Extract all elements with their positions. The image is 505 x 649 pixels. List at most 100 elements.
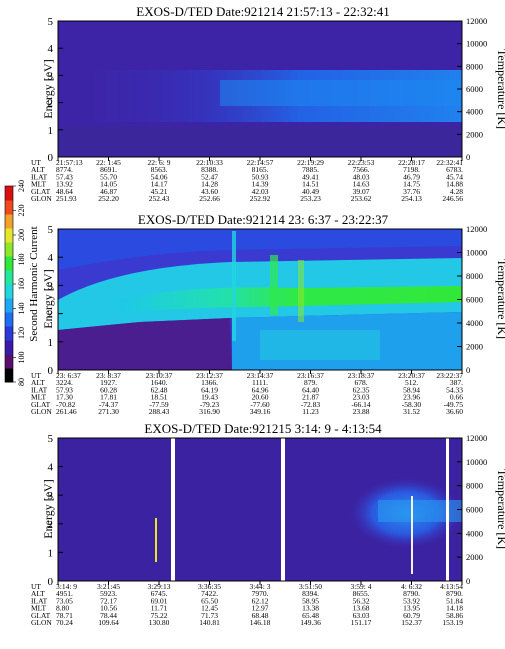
panel-2-spike-3 [298,260,304,322]
energy-tick-label: 0 [48,365,54,377]
ephemeris-value: 252.92 [250,194,271,203]
ephemeris-value: 0.66 [450,393,463,402]
ephemeris-value: 252.43 [149,194,170,203]
ephemeris-value: 57.43 [56,172,73,181]
ephemeris-value: 46.87 [100,187,117,196]
ephemeris-value: 512. [405,378,418,387]
ephemeris-value: 7422. [201,589,218,598]
panel-3-ylabel: Energy [eV] [41,479,55,538]
ephemeris-value: 22:23:53 [348,158,375,167]
ephemeris-row-label: UT [31,371,41,380]
ephemeris-value: 109.64 [98,618,119,627]
ephemeris-value: 23:16:37 [297,371,324,380]
ephemeris-value: 8774. [56,165,73,174]
ephemeris-value: 152.37 [401,618,422,627]
ephemeris-row-label: ILAT [31,596,48,605]
ephemeris-value: 14.05 [100,180,117,189]
ephemeris-value: 43.60 [201,187,218,196]
ephemeris-value: 23:14:37 [247,371,274,380]
temperature-tick-label: 12000 [466,16,487,26]
ephemeris-value: 8.80 [56,604,69,613]
ephemeris-value: 149.36 [300,618,321,627]
ephemeris-value: 8394. [302,589,319,598]
colorbar-cell [5,284,13,299]
ephemeris-value: -66.14 [351,400,371,409]
ephemeris-value: 23.96 [403,393,420,402]
ephemeris-value: 6745. [151,589,168,598]
colorbar-tick-label: 100 [17,352,26,364]
panel-2-title: EXOS-D/TED Date:921214 23: 6:37 - 23:22:… [138,212,389,227]
energy-tick-label: 1 [48,547,54,559]
ephemeris-value: 72.17 [100,596,117,605]
ephemeris-value: 71.73 [201,611,218,620]
panel-2-dark-region [58,318,232,370]
ephemeris-value: 252.20 [98,194,119,203]
ephemeris-value: 146.18 [250,618,271,627]
temperature-tick-label: 6000 [466,295,483,305]
temperature-tick-label: 10000 [466,248,487,258]
ephemeris-value: 6783. [446,165,463,174]
ephemeris-value: 64.19 [201,385,218,394]
ephemeris-value: 7198. [403,165,420,174]
panel-1-title: EXOS-D/TED Date:921214 21:57:13 - 22:32:… [136,4,389,19]
ephemeris-value: 68.48 [252,611,269,620]
colorbar-cell [5,214,13,229]
ephemeris-value: 14.88 [446,180,463,189]
panel-2-spike-1 [232,231,236,341]
ephemeris-value: 4:13:54 [440,582,463,591]
energy-tick-label: 2 [48,519,54,531]
ephemeris-value: 45.74 [446,172,463,181]
ephemeris-value: 22:14:57 [247,158,274,167]
ephemeris-value: 3:29:13 [148,582,171,591]
panel-3-y2label: Temperature [K] [495,469,505,549]
ephemeris-value: 13.92 [56,180,73,189]
ephemeris-value: 52.47 [201,172,218,181]
ephemeris-row-label: GLON [31,407,52,416]
temperature-tick-label: 0 [466,365,470,375]
ephemeris-row-label: MLT [31,604,47,613]
ephemeris-value: 14.75 [403,180,420,189]
panel-1-band-core [220,80,462,106]
ephemeris-value: 8790. [403,589,420,598]
ephemeris-row-label: GLAT [31,187,51,196]
ephemeris-value: 18.51 [151,393,168,402]
ephemeris-value: 39.07 [353,187,370,196]
ephemeris-value: 349.16 [250,407,271,416]
ephemeris-value: 13.68 [353,604,370,613]
ephemeris-value: 64.96 [252,385,269,394]
ephemeris-value: 1111. [252,378,268,387]
temperature-tick-label: 2000 [466,552,483,562]
ephemeris-value: -77.60 [250,400,270,409]
panel-1-low-layer [58,126,462,157]
ephemeris-value: 78.71 [56,611,73,620]
ephemeris-value: 879. [304,378,317,387]
panel-1: EXOS-D/TED Date:921214 21:57:13 - 22:32:… [31,4,505,203]
ephemeris-value: 23: 6:37 [56,371,81,380]
ephemeris-value: 14.51 [302,180,319,189]
colorbar-tick-label: 160 [17,278,26,290]
energy-tick-label: 3 [48,490,54,502]
ephemeris-row-label: ALT [31,378,45,387]
panel-3-axes: 0 1 2 3 4 5 0 2000 4000 6000 8000 10000 12000 [48,433,488,588]
ephemeris-value: 8655. [353,589,370,598]
energy-tick-label: 2 [48,98,54,110]
colorbar-tick-label: 220 [17,205,26,217]
temperature-tick-label: 2000 [466,129,483,139]
ephemeris-value: 54.06 [151,172,168,181]
ephemeris-value: 678. [354,378,367,387]
panel-3-band [378,500,462,522]
ephemeris-value: 246.56 [442,194,463,203]
temperature-tick-label: 2000 [466,342,483,352]
panel-2-spike-2 [270,255,278,315]
ephemeris-value: 40.49 [302,187,319,196]
energy-tick-label: 4 [48,462,54,474]
ephemeris-value: 12.97 [252,604,269,613]
panel-2: EXOS-D/TED Date:921214 23: 6:37 - 23:22:… [31,212,505,416]
colorbar-tick-label: 140 [17,303,26,315]
colorbar-cell [5,270,13,285]
ephemeris-row-label: ALT [31,589,45,598]
ephemeris-row-label: MLT [31,393,47,402]
ephemeris-value: 48.64 [56,187,73,196]
ephemeris-value: 70.24 [56,618,73,627]
